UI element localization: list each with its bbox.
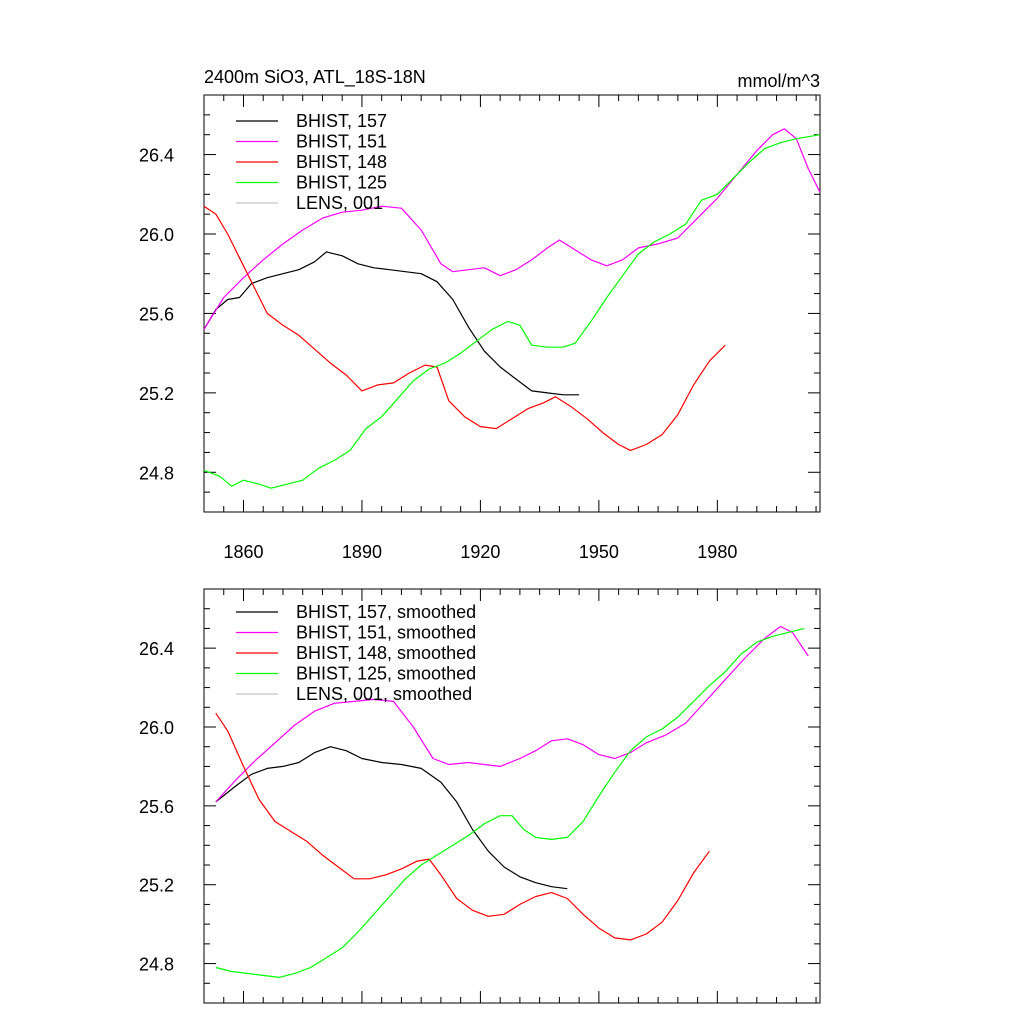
plot-frame bbox=[203, 588, 821, 1004]
legend-label: BHIST, 157 bbox=[296, 111, 387, 131]
legend-label: BHIST, 157, smoothed bbox=[296, 602, 476, 622]
x-tick-label: 1980 bbox=[697, 542, 737, 562]
chart-title-left: 2400m SiO3, ATL_18S-18N bbox=[204, 67, 426, 88]
series-line-bhist-125 bbox=[203, 134, 821, 489]
top-chart-panel: 2400m SiO3, ATL_18S-18N mmol/m^3 1860 189… bbox=[139, 67, 821, 562]
y-tick-label: 26.0 bbox=[139, 718, 174, 738]
legend-label: BHIST, 148, smoothed bbox=[296, 643, 476, 663]
axis-ticks: 24.8 25.2 25.6 26.0 26.4 bbox=[139, 588, 820, 1004]
x-tick-label: 1860 bbox=[223, 542, 263, 562]
plot-frame bbox=[203, 94, 821, 513]
y-tick-label: 24.8 bbox=[139, 955, 174, 975]
y-tick-label: 26.4 bbox=[139, 639, 174, 659]
series-line-bhist-148-smoothed bbox=[215, 712, 710, 941]
x-tick-label: 1890 bbox=[342, 542, 382, 562]
series-lines bbox=[203, 128, 821, 489]
y-tick-label: 25.2 bbox=[139, 384, 174, 404]
legend-label: LENS, 001 bbox=[296, 193, 383, 213]
series-line-bhist-151-smoothed bbox=[215, 625, 809, 803]
legend-label: BHIST, 151 bbox=[296, 132, 387, 152]
y-tick-label: 24.8 bbox=[139, 463, 174, 483]
series-line-bhist-157 bbox=[203, 251, 580, 396]
y-tick-label: 25.6 bbox=[139, 797, 174, 817]
y-tick-label: 25.6 bbox=[139, 304, 174, 324]
y-tick-label: 26.4 bbox=[139, 146, 174, 166]
legend-label: BHIST, 125 bbox=[296, 173, 387, 193]
axis-ticks: 1860 1890 1920 1950 1980 24.8 25.2 25.6 26.0 26.4 bbox=[139, 94, 820, 562]
series-line-bhist-148 bbox=[203, 205, 726, 451]
x-tick-label: 1920 bbox=[460, 542, 500, 562]
legend-label: BHIST, 151, smoothed bbox=[296, 623, 476, 643]
series-line-bhist-157-smoothed bbox=[215, 746, 568, 890]
series-lines bbox=[215, 625, 809, 978]
series-line-bhist-125-smoothed bbox=[215, 627, 805, 978]
bottom-chart-panel: 24.8 25.2 25.6 26.0 26.4 BHIST, 157, smoothe… bbox=[139, 588, 821, 1004]
legend-label: LENS, 001, smoothed bbox=[296, 684, 472, 704]
y-tick-label: 25.2 bbox=[139, 876, 174, 896]
x-tick-label: 1950 bbox=[579, 542, 619, 562]
chart-units-label: mmol/m^3 bbox=[738, 71, 820, 91]
legend-label: BHIST, 148 bbox=[296, 152, 387, 172]
y-tick-label: 26.0 bbox=[139, 225, 174, 245]
legend-label: BHIST, 125, smoothed bbox=[296, 664, 476, 684]
